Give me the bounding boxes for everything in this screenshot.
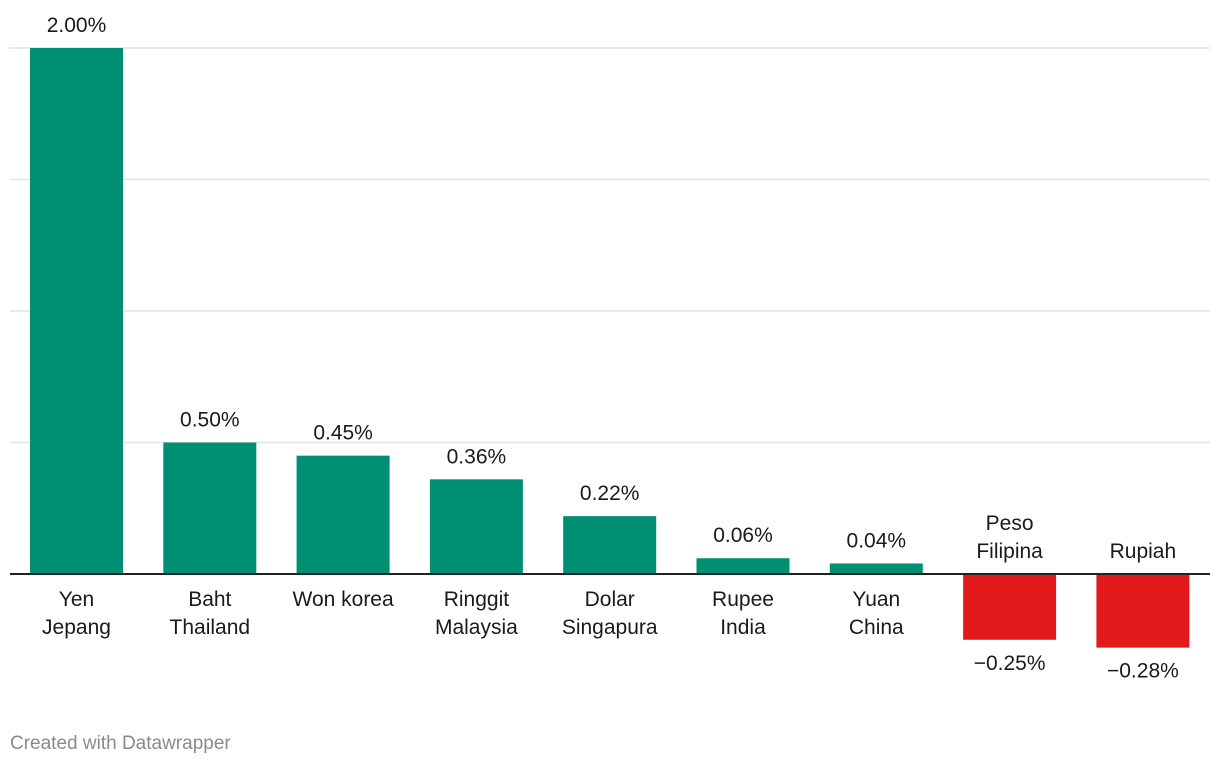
bar-5 (696, 558, 790, 574)
value-label-4: 0.22% (580, 482, 640, 505)
bar-0 (30, 48, 123, 574)
value-label-2: 0.45% (313, 422, 373, 445)
category-label-6-0: Yuan (852, 588, 900, 611)
category-label-0-1: Jepang (42, 616, 111, 639)
category-label-1-1: Thailand (170, 616, 251, 639)
value-label-6: 0.04% (847, 529, 907, 552)
bar-1 (163, 442, 257, 574)
category-label-0-0: Yen (59, 588, 94, 611)
gridlines (10, 47, 1210, 444)
bar-chart: 2.00% Yen Jepang 0.50% Baht Thailand 0.45% Won … (10, 14, 1210, 683)
value-label-7: −0.25% (974, 652, 1046, 675)
category-label-5-1: India (720, 616, 766, 639)
category-label-3-1: Malaysia (435, 616, 518, 639)
category-label-3-0: Ringgit (444, 588, 510, 611)
value-label-8: −0.28% (1107, 660, 1179, 683)
category-label-2-0: Won korea (293, 588, 394, 611)
bar-6 (829, 563, 923, 574)
datawrapper-credit: Created with Datawrapper (10, 733, 231, 754)
category-label-4-1: Singapura (562, 616, 658, 639)
category-label-8-0: Rupiah (1110, 540, 1177, 563)
category-label-4-0: Dolar (585, 588, 635, 611)
bar-8 (1096, 574, 1190, 648)
category-label-7-1: Filipina (976, 540, 1043, 563)
category-label-5-0: Rupee (712, 588, 774, 611)
bar-4 (563, 516, 657, 574)
bar-7 (963, 574, 1057, 640)
value-label-3: 0.36% (447, 445, 507, 468)
value-label-0: 2.00% (47, 14, 107, 37)
bar-3 (429, 479, 523, 574)
category-label-1-0: Baht (188, 588, 231, 611)
value-label-1: 0.50% (180, 409, 240, 432)
labels: 2.00% Yen Jepang 0.50% Baht Thailand 0.45% Won … (42, 14, 1179, 683)
bars (30, 48, 1190, 648)
category-label-6-1: China (849, 616, 904, 639)
category-label-7-0: Peso (986, 512, 1034, 535)
bar-2 (296, 455, 390, 574)
value-label-5: 0.06% (713, 524, 773, 547)
